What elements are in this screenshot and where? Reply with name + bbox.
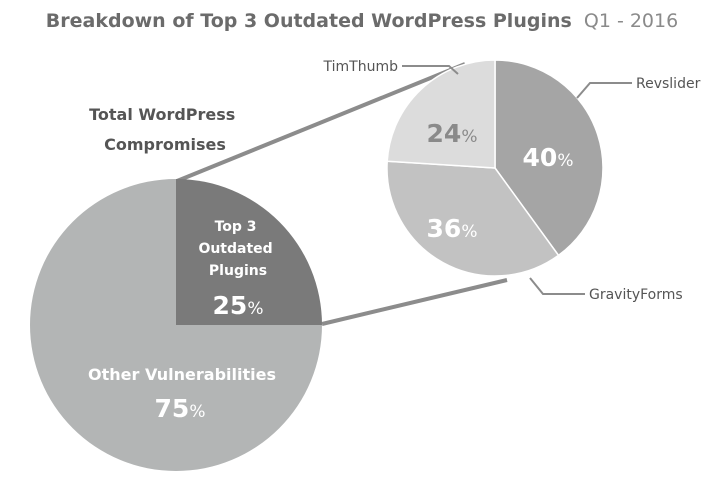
secondary-value-revslider-number: 40 <box>523 143 558 172</box>
secondary-pie <box>386 59 604 277</box>
secondary-slice-value-gravityforms: 36% <box>427 214 478 243</box>
main-slice-value-top3-number: 25 <box>213 291 248 320</box>
secondary-value-timthumb-percent: % <box>461 127 477 147</box>
main-pie <box>30 179 322 471</box>
secondary-pie-slice-timthumb <box>386 59 496 169</box>
secondary-value-gravityforms-number: 36 <box>427 214 462 243</box>
main-slice-value-other: 75% <box>155 394 206 423</box>
main-slice-label-top3-line3: Plugins <box>209 263 267 279</box>
legend-label-timthumb: TimThumb <box>323 59 399 75</box>
main-slice-value-top3-percent: % <box>247 299 263 319</box>
main-pie-slice-top3-outdated-plugins <box>176 179 322 325</box>
connector-line-top <box>176 62 466 183</box>
main-slice-label-top3: Top 3 Outdated Plugins <box>198 219 277 279</box>
chart-subtitle: Q1 - 2016 <box>584 10 678 32</box>
main-slice-label-top3-line1: Top 3 <box>215 219 257 235</box>
legend-label-gravityforms: GravityForms <box>589 287 683 303</box>
chart-title-main: Breakdown of Top 3 Outdated WordPress Pl… <box>46 10 572 32</box>
main-pie-label-line2: Compromises <box>104 135 226 154</box>
main-pie-label-line1: Total WordPress <box>89 105 235 124</box>
main-slice-value-other-percent: % <box>189 402 205 422</box>
secondary-slice-value-revslider: 40% <box>523 143 574 172</box>
main-pie-slice-other-vulnerabilities <box>30 179 322 471</box>
secondary-pie-slice-revslider <box>494 59 604 257</box>
secondary-value-gravityforms-percent: % <box>461 222 477 242</box>
secondary-value-revslider-percent: % <box>557 151 573 171</box>
main-slice-label-other: Other Vulnerabilities <box>88 365 276 384</box>
leader-line-revslider <box>576 82 632 99</box>
chart-title: Breakdown of Top 3 Outdated WordPress Pl… <box>46 10 678 32</box>
leader-line-gravityforms <box>529 277 585 295</box>
main-slice-value-top3: 25% <box>213 291 264 320</box>
legend-label-revslider: Revslider <box>636 76 701 92</box>
leader-line-timthumb <box>402 65 459 75</box>
secondary-value-timthumb-number: 24 <box>427 119 462 148</box>
main-slice-value-other-number: 75 <box>155 394 190 423</box>
main-pie-label: Total WordPress Compromises <box>89 105 241 154</box>
connector-line-bottom <box>321 278 508 326</box>
main-slice-label-top3-line2: Outdated <box>198 241 272 257</box>
secondary-slice-value-timthumb: 24% <box>427 119 478 148</box>
secondary-pie-slice-gravityforms <box>386 160 560 277</box>
